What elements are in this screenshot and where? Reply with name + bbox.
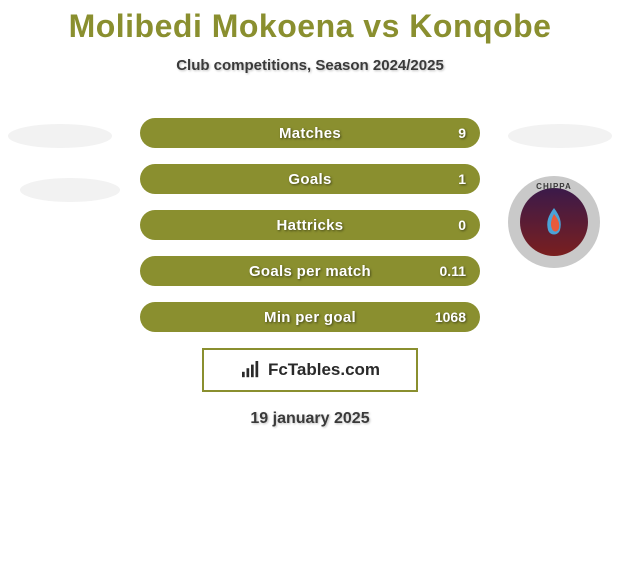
stat-value: 0.11 (440, 263, 466, 279)
stat-row: Hattricks 0 (0, 210, 620, 240)
stat-row: Goals 1 (0, 164, 620, 194)
brand-box: FcTables.com (202, 348, 418, 392)
stat-label: Goals (288, 171, 331, 188)
stat-value: 9 (458, 125, 466, 141)
stat-value: 1 (458, 171, 466, 187)
stat-bar: Goals per match 0.11 (140, 256, 480, 286)
stat-bar: Goals 1 (140, 164, 480, 194)
page-title: Molibedi Mokoena vs Konqobe (0, 0, 620, 45)
stat-label: Hattricks (277, 217, 344, 234)
stat-value: 1068 (435, 309, 466, 325)
brand-text: FcTables.com (268, 360, 380, 380)
subtitle: Club competitions, Season 2024/2025 (0, 57, 620, 74)
stat-bar: Hattricks 0 (140, 210, 480, 240)
stat-bar: Matches 9 (140, 118, 480, 148)
date-label: 19 january 2025 (0, 410, 620, 428)
stat-row: Matches 9 (0, 118, 620, 148)
stat-label: Goals per match (249, 263, 371, 280)
stat-row: Goals per match 0.11 (0, 256, 620, 286)
stat-bar: Min per goal 1068 (140, 302, 480, 332)
stats-container: Matches 9 Goals 1 Hattricks 0 Goals per … (0, 118, 620, 332)
stat-row: Min per goal 1068 (0, 302, 620, 332)
stat-value: 0 (458, 217, 466, 233)
stat-label: Matches (279, 125, 341, 142)
stat-label: Min per goal (264, 309, 356, 326)
bars-icon (240, 361, 262, 379)
